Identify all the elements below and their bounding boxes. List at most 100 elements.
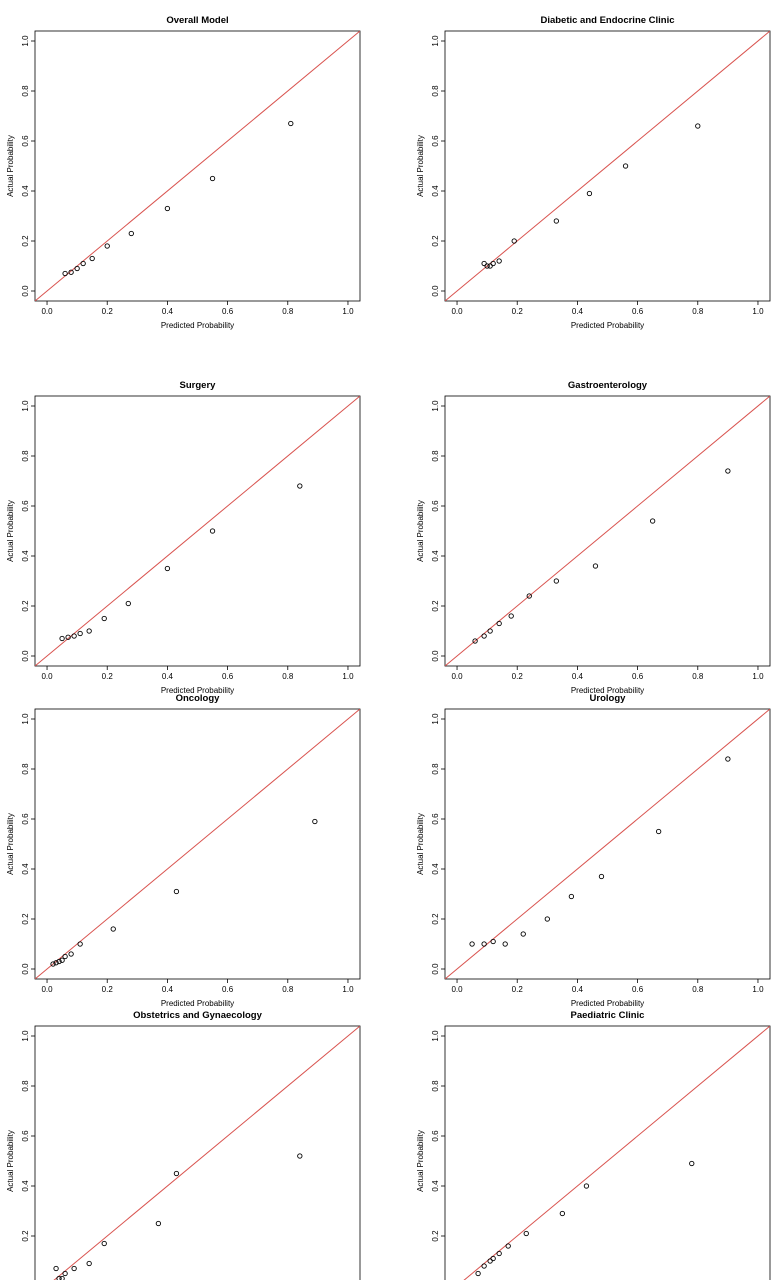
data-point <box>598 873 605 880</box>
x-tick-label: 0.4 <box>572 307 584 316</box>
data-point <box>209 175 216 182</box>
data-point <box>496 620 502 627</box>
data-point <box>508 613 514 619</box>
x-axis-label: Predicted Probability <box>571 321 644 330</box>
x-axis-label: Predicted Probability <box>161 686 234 695</box>
data-point <box>725 756 731 762</box>
y-tick-label: 1.0 <box>21 1030 30 1042</box>
plot-frame <box>444 30 771 302</box>
y-tick-label: 0.6 <box>21 500 30 512</box>
x-tick-label: 0.8 <box>692 985 704 994</box>
x-tick-label: 0.0 <box>451 307 463 316</box>
x-tick-label: 0.0 <box>41 672 53 681</box>
y-axis-label: Actual Probability <box>416 500 425 562</box>
x-tick-label: 1.0 <box>342 307 354 316</box>
data-point <box>586 190 593 197</box>
data-point <box>592 563 599 569</box>
data-point <box>110 926 116 932</box>
y-tick-label: 0.0 <box>431 285 440 297</box>
data-point <box>77 630 83 637</box>
y-tick-label: 0.6 <box>431 500 440 512</box>
y-tick-label: 0.4 <box>21 550 30 562</box>
y-tick-label: 0.4 <box>431 550 440 562</box>
data-point <box>125 600 131 607</box>
plot-frame <box>34 30 361 302</box>
y-tick-label: 0.6 <box>431 135 440 147</box>
y-axis-label: Actual Probability <box>6 1130 15 1192</box>
x-tick-label: 0.4 <box>572 672 584 681</box>
y-tick-label: 0.6 <box>431 813 440 825</box>
x-tick-label: 0.0 <box>451 985 463 994</box>
data-point <box>53 960 59 966</box>
data-point <box>59 957 65 963</box>
y-tick-label: 0.4 <box>21 185 30 197</box>
data-point <box>62 270 68 277</box>
plot-title: Oncology <box>176 693 221 704</box>
y-tick-label: 0.2 <box>431 235 440 247</box>
reference-line <box>445 709 770 979</box>
y-tick-label: 0.8 <box>21 1080 30 1092</box>
y-tick-label: 0.8 <box>21 85 30 97</box>
reference-line <box>53 1026 360 1280</box>
data-point <box>104 243 110 249</box>
data-point <box>553 578 559 584</box>
data-point <box>695 123 701 129</box>
data-point <box>155 1220 162 1227</box>
data-point <box>71 1265 77 1272</box>
data-point <box>484 263 490 269</box>
x-tick-label: 0.2 <box>102 985 114 994</box>
x-tick-label: 0.2 <box>512 985 524 994</box>
x-tick-label: 0.2 <box>102 307 114 316</box>
plot-title: Urology <box>590 693 627 704</box>
data-point <box>312 818 318 825</box>
x-axis-label: Predicted Probability <box>571 999 644 1008</box>
data-point <box>68 269 74 275</box>
data-point <box>520 931 526 937</box>
data-point <box>173 888 180 895</box>
y-tick-label: 0.8 <box>21 450 30 462</box>
calibration-panel-8: Paediatric Clinic0.00.20.40.60.81.00.00.… <box>416 1010 771 1280</box>
plot-frame <box>444 1025 771 1280</box>
data-point <box>490 1255 496 1262</box>
data-point <box>725 468 731 474</box>
plot-title: Surgery <box>180 380 217 391</box>
data-point <box>56 1275 62 1280</box>
y-tick-label: 0.0 <box>21 963 30 975</box>
data-point <box>544 916 550 922</box>
data-point <box>490 260 496 267</box>
y-tick-label: 0.8 <box>431 763 440 775</box>
data-point <box>481 941 487 947</box>
plot-title: Overall Model <box>166 15 228 26</box>
y-tick-label: 0.2 <box>21 600 30 612</box>
plot-frame <box>444 708 771 980</box>
data-point <box>288 120 294 127</box>
y-tick-label: 1.0 <box>21 713 30 725</box>
y-tick-label: 0.6 <box>21 813 30 825</box>
data-point <box>80 260 86 267</box>
x-tick-label: 0.4 <box>162 985 174 994</box>
plot-frame <box>34 708 361 980</box>
data-point <box>65 634 71 640</box>
data-point <box>487 628 493 634</box>
y-tick-label: 0.8 <box>431 85 440 97</box>
data-point <box>59 1275 65 1280</box>
x-tick-label: 0.8 <box>282 307 294 316</box>
data-point <box>164 565 171 572</box>
y-tick-label: 0.8 <box>21 763 30 775</box>
calibration-panel-5: Oncology 0.0 0.2 0.4 0.6 0.8 1.0 0.0 0.2 0.4 0.6 0.… <box>6 693 361 1008</box>
data-point <box>62 953 68 960</box>
data-point <box>481 1263 487 1269</box>
data-point <box>297 483 303 489</box>
data-point <box>496 258 502 264</box>
data-point <box>59 635 65 642</box>
y-axis-label: Actual Probability <box>416 813 425 875</box>
data-point <box>101 615 107 622</box>
x-tick-label: 1.0 <box>342 985 354 994</box>
data-point <box>71 633 77 639</box>
plot-title: Diabetic and Endocrine Clinic <box>540 15 674 26</box>
data-point <box>649 518 656 524</box>
data-point <box>622 163 629 169</box>
y-axis-label: Actual Probability <box>6 813 15 875</box>
